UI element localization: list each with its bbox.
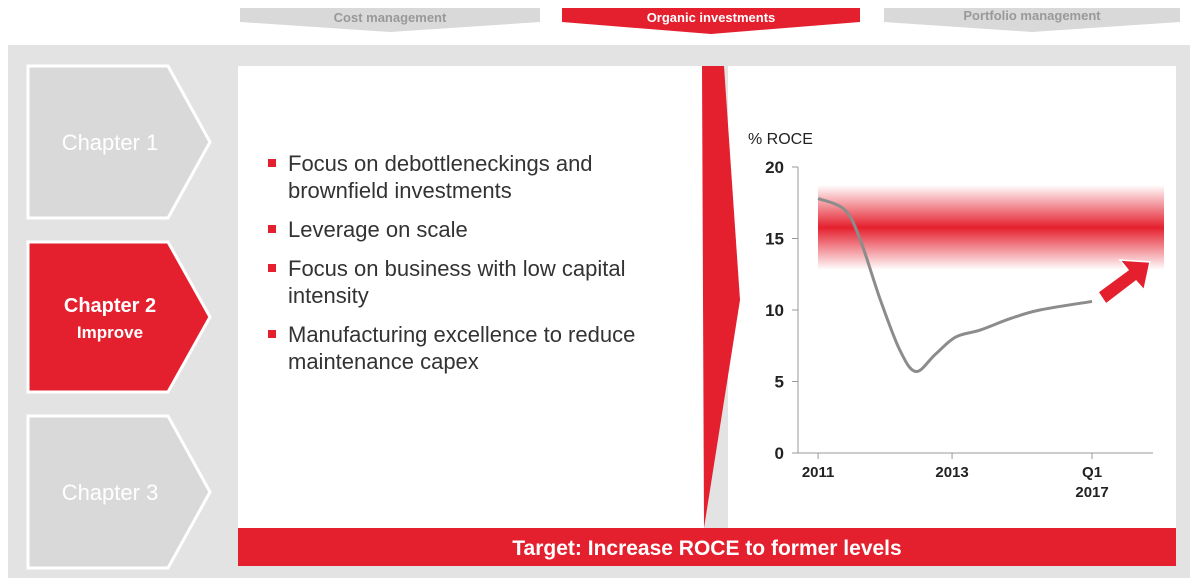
chevron — [26, 414, 212, 570]
divider — [702, 66, 740, 528]
chart: 0 5 10 15 20 2011 2013 Q1 2017 — [765, 158, 1153, 501]
tab-label: Organic investments — [647, 10, 776, 25]
chapter-title: Chapter 1 — [62, 130, 159, 155]
y-tick-label: 20 — [765, 158, 784, 177]
x-tick-label: Q1 2017 — [1075, 464, 1108, 501]
bullet: Manufacturing excellence to reduce maint… — [268, 321, 688, 375]
tab — [884, 8, 1180, 32]
y-tick-label: 10 — [765, 301, 784, 320]
tab — [240, 8, 540, 32]
target-band — [818, 185, 1164, 270]
bullet-list: Focus on debottleneckings and brownfield… — [268, 150, 688, 387]
y-tick-label: 15 — [765, 230, 784, 249]
chevron — [26, 64, 212, 220]
y-tick-label: 5 — [775, 373, 784, 392]
banner-text: Target: Increase ROCE to former levels — [512, 537, 901, 560]
chapter-title: Chapter 2 — [64, 295, 156, 317]
roce-line — [817, 197, 1093, 373]
arrow — [1096, 259, 1151, 306]
tab-label: Cost management — [334, 10, 447, 25]
content-box — [238, 66, 704, 528]
y-axis-label: % ROCE — [748, 131, 813, 148]
bullet: Focus on debottleneckings and brownfield… — [268, 150, 688, 204]
x-tick-label: 2011 — [802, 464, 835, 481]
chapter-title: Chapter 3 — [62, 480, 159, 505]
banner — [238, 528, 1176, 566]
bullet: Leverage on scale — [268, 216, 688, 243]
y-tick-label: 0 — [775, 444, 784, 463]
tab — [562, 8, 860, 34]
chevron — [26, 240, 212, 394]
bullet: Focus on business with low capital inten… — [268, 255, 688, 309]
tab-label: Portfolio management — [963, 8, 1101, 23]
x-tick-label: 2013 — [935, 464, 968, 481]
chapter-subtitle: Improve — [77, 323, 143, 342]
